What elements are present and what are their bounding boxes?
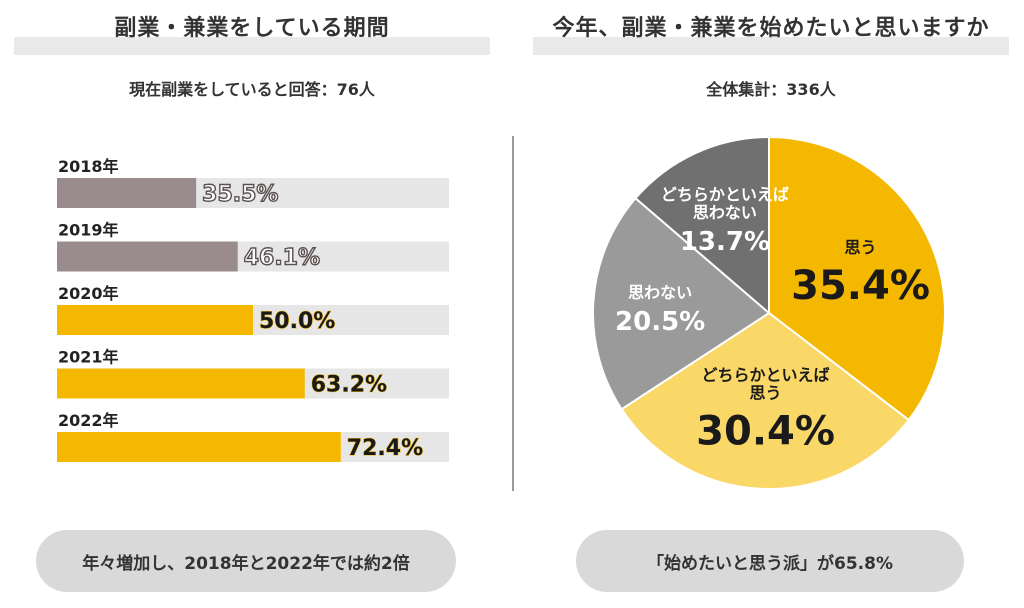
right-footer-text: 「始めたいと思う派」が65.8% [647,553,893,574]
pie-value-label: 35.4% [791,263,930,309]
pie-slice [768,135,946,422]
right-panel-subtitle: 全体集計：336人 [706,80,836,99]
pie-slice-label: 思う [750,383,782,402]
right-panel-title: 今年、副業・兼業を始めたいと思いますか [552,16,990,41]
bar-value-label: 63.2% [311,373,387,398]
pie-slice [634,135,770,316]
bar-category-label: 2019年 [58,221,119,240]
pie-slice [620,311,911,490]
pie-slice-label: 思わない [628,283,692,302]
bar-category-label: 2018年 [58,157,119,176]
bar-value-label: 50.0% [259,309,335,334]
pie-value-label: 20.5% [615,307,705,337]
pie-value-label: 30.4% [696,408,835,454]
left-footer-pill: 年々増加し、2018年と2022年では約2倍 [36,530,456,592]
bar-value-label: 46.1% [244,246,320,271]
bar [57,368,305,399]
pie-slice-label: どちらかといえば [661,185,789,204]
bar [57,305,253,335]
pie-slice-label: 思う [845,238,877,257]
left-panel-title: 副業・兼業をしている期間 [114,16,390,41]
bar-category-label: 2020年 [58,284,119,303]
left-panel-subtitle: 現在副業をしていると回答：76人 [129,80,375,99]
pie-slice-label: 思わない [693,203,757,222]
pie-value-label: 13.7% [680,227,770,257]
panel-divider [512,136,514,491]
right-title-band [533,37,1009,55]
pie-slice [592,196,771,411]
bar-value-label: 35.5% [202,182,278,207]
pie-slice-label: どちらかといえば [702,365,830,384]
bar [57,241,238,272]
bar-category-label: 2021年 [58,348,119,367]
pie-chart: 思う35.4%どちらかといえば思う30.4%思わない20.5%どちらかといえば思… [592,135,946,490]
left-footer-text: 年々増加し、2018年と2022年では約2倍 [82,553,410,574]
bar-category-label: 2022年 [58,411,119,430]
bar-chart: 2018年 35.5% 2019年 46.1% 2020年 50.0% 2021年 63.2%… [57,157,449,462]
bar [57,178,197,208]
bar [57,432,341,462]
right-footer-pill: 「始めたいと思う派」が65.8% [576,530,964,592]
left-title-band [14,37,490,55]
bar-value-label: 72.4% [347,436,423,461]
